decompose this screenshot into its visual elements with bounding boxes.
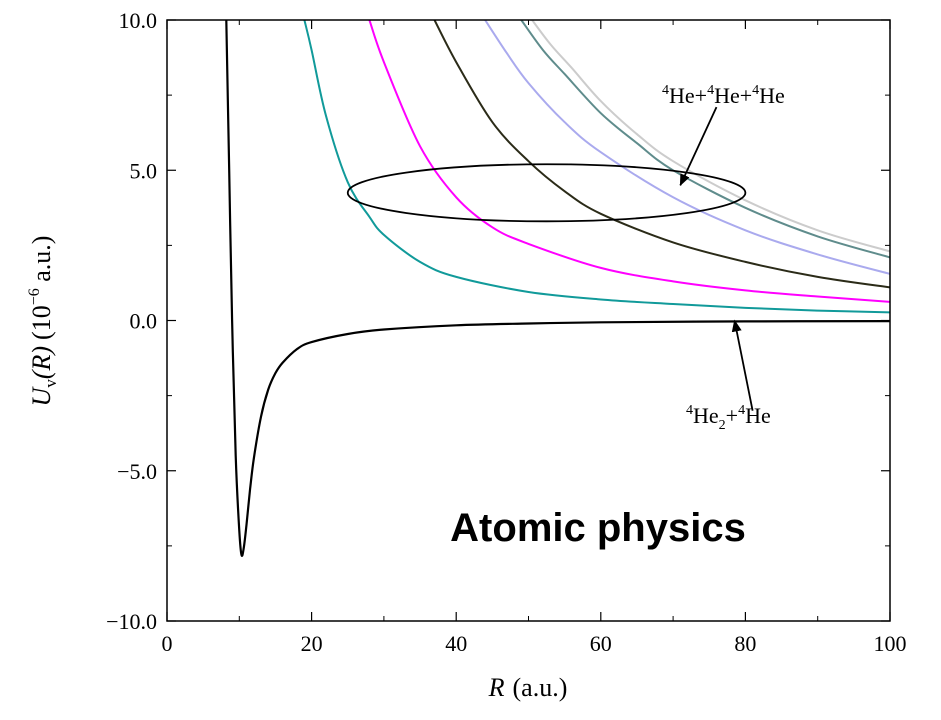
x-tick-label: 100 (874, 631, 907, 656)
three-body-ellipse (346, 163, 747, 223)
series-line-3 (368, 20, 890, 303)
y-axis-arg: (R) (27, 346, 56, 379)
x-tick-label: 60 (590, 631, 612, 656)
x-tick-label: 40 (445, 631, 467, 656)
x-axis-unit: (a.u.) (513, 673, 568, 702)
y-axis-title: Uv(R) (10−6 a.u.) (26, 236, 60, 407)
three-body-arrow (679, 106, 718, 187)
y-axis-var: U (27, 385, 56, 406)
y-axis-unit-pre: (10 (27, 305, 56, 340)
y-tick-label: 5.0 (130, 158, 158, 183)
series-line-4 (433, 20, 890, 289)
y-tick-label: 0.0 (130, 309, 158, 334)
overlay-label: Atomic physics (450, 506, 746, 550)
y-axis-exp: −6 (26, 288, 43, 305)
series-line-6 (520, 20, 890, 259)
x-tick-label: 20 (301, 631, 323, 656)
series-line-5 (484, 20, 890, 275)
y-axis-sub: v (41, 379, 60, 388)
y-tick-label: 10.0 (119, 8, 158, 33)
series-line-1 (225, 20, 890, 558)
x-tick-label: 80 (734, 631, 756, 656)
y-tick-label: −10.0 (106, 609, 157, 634)
y-tick-label: −5.0 (117, 459, 157, 484)
x-axis-var: R (488, 673, 505, 702)
series-line-7 (531, 20, 890, 253)
y-axis-unit-post: a.u.) (27, 236, 56, 289)
dimer-atom-label: 4He2+4He (686, 403, 771, 433)
series-line-2 (303, 20, 890, 314)
dimer-atom-arrow (731, 319, 754, 411)
plot-frame (166, 19, 891, 622)
three-body-label: 4He+4He+4He (662, 83, 785, 108)
x-axis-title: R (a.u.) (488, 673, 568, 702)
x-tick-label: 0 (162, 631, 173, 656)
